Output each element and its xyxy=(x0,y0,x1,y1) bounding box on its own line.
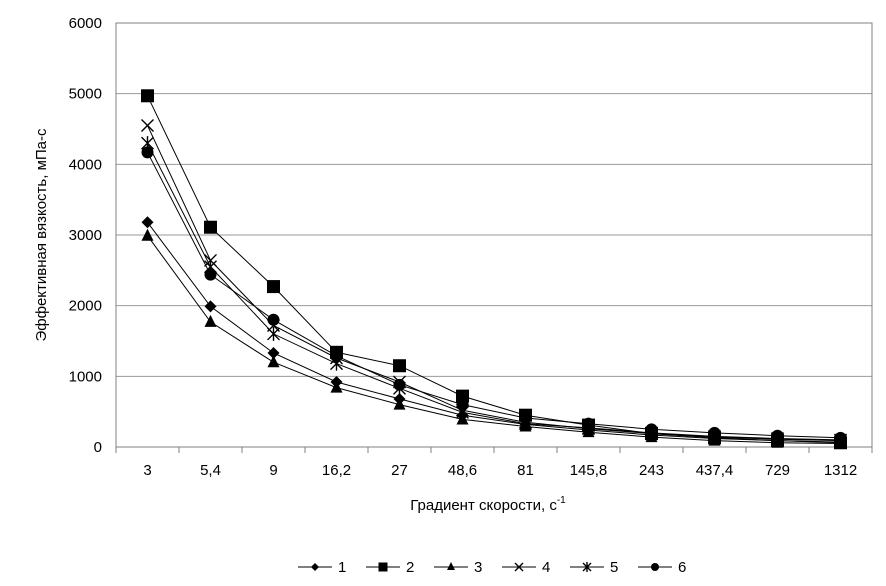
data-point-s2-1 xyxy=(204,220,217,234)
gridlines xyxy=(115,22,873,453)
legend-marker-square xyxy=(378,562,388,572)
series-line-4 xyxy=(147,125,841,442)
series-6 xyxy=(141,146,847,444)
x-tick-label: 27 xyxy=(391,462,408,479)
x-tick-label: 145,8 xyxy=(570,462,608,479)
legend-label: 4 xyxy=(542,559,550,576)
data-point-s1-0 xyxy=(141,216,154,229)
legend-label: 5 xyxy=(610,559,618,576)
data-point-s1-2 xyxy=(267,347,280,360)
legend-item-1: 1 xyxy=(298,559,346,576)
data-point-s3-3 xyxy=(330,380,343,393)
x-tick-label: 243 xyxy=(639,462,664,479)
legend-item-3: 3 xyxy=(434,559,482,576)
x-tick-label: 437,4 xyxy=(696,462,734,479)
data-point-s6-9 xyxy=(708,426,721,439)
series-line-2 xyxy=(147,95,841,444)
legend-label: 1 xyxy=(338,559,346,576)
data-point-s4-0 xyxy=(141,118,154,132)
data-point-s6-10 xyxy=(771,429,784,442)
x-tick-label: 729 xyxy=(765,462,790,479)
data-point-s6-4 xyxy=(393,378,406,391)
legend-item-6: 6 xyxy=(638,559,686,576)
series-line-6 xyxy=(147,152,841,439)
y-tick-label: 3000 xyxy=(69,227,102,244)
x-tick-label: 5,4 xyxy=(200,462,221,479)
data-point-s6-7 xyxy=(582,417,595,430)
legend-marker-x xyxy=(514,562,524,572)
plot-area-frame xyxy=(115,22,873,448)
data-point-s2-5 xyxy=(456,389,469,403)
y-tick-labels: 0 1000 2000 3000 4000 5000 6000 xyxy=(69,15,102,456)
data-point-s6-8 xyxy=(645,423,658,436)
data-point-s3-2 xyxy=(267,355,280,368)
legend-label: 6 xyxy=(678,559,686,576)
x-tick-label: 16,2 xyxy=(322,462,351,479)
y-tick-label: 6000 xyxy=(69,15,102,32)
data-point-s6-3 xyxy=(330,349,343,362)
data-point-s2-2 xyxy=(267,280,280,294)
data-point-s3-1 xyxy=(204,314,217,327)
x-tick-label: 48,6 xyxy=(448,462,477,479)
legend-item-2: 2 xyxy=(366,559,414,576)
legend-item-4: 4 xyxy=(502,559,550,576)
data-point-s5-2 xyxy=(267,326,280,341)
y-tick-label: 4000 xyxy=(69,156,102,173)
series-line-1 xyxy=(147,222,841,443)
series-line-3 xyxy=(147,235,841,444)
x-tick-label: 1312 xyxy=(824,462,857,479)
data-point-s1-1 xyxy=(204,300,217,313)
series-group xyxy=(141,89,847,450)
x-tick-label: 9 xyxy=(269,462,277,479)
data-point-s3-4 xyxy=(393,397,406,410)
data-point-s6-2 xyxy=(267,313,280,326)
data-point-s6-6 xyxy=(519,412,532,425)
data-point-s6-11 xyxy=(834,431,847,444)
y-tick-label: 2000 xyxy=(69,298,102,315)
series-5 xyxy=(141,136,847,447)
x-tick-label: 81 xyxy=(517,462,534,479)
series-line-5 xyxy=(147,142,841,441)
y-tick-label: 1000 xyxy=(69,368,102,385)
data-point-s6-5 xyxy=(456,398,469,411)
data-point-s2-4 xyxy=(393,359,406,373)
legend: 1 2 3 4 5 6 xyxy=(298,559,686,576)
data-point-s6-1 xyxy=(204,268,217,281)
legend-marker-triangle xyxy=(447,562,455,570)
data-point-s2-0 xyxy=(141,89,154,103)
series-4 xyxy=(141,118,847,448)
legend-item-5: 5 xyxy=(570,559,618,576)
series-1 xyxy=(141,216,847,449)
series-2 xyxy=(141,89,847,450)
y-axis-title: Эффективная вязкость, мПа-с xyxy=(33,128,50,341)
x-axis-title-superscript: -1 xyxy=(557,495,566,506)
data-point-s6-0 xyxy=(141,146,154,159)
x-tick-label: 3 xyxy=(143,462,151,479)
legend-label: 2 xyxy=(406,559,414,576)
x-axis-title: Градиент скорости, с-1 xyxy=(410,495,566,514)
y-tick-label: 5000 xyxy=(69,86,102,103)
y-tick-label: 0 xyxy=(94,439,102,456)
legend-label: 3 xyxy=(474,559,482,576)
legend-marker-circle xyxy=(651,563,659,571)
x-axis-title-main: Градиент скорости, с xyxy=(410,497,557,514)
legend-marker-star xyxy=(582,562,592,572)
legend-marker-diamond xyxy=(311,563,319,571)
data-point-s3-0 xyxy=(141,228,154,241)
x-tick-labels: 3 5,4 9 16,2 27 48,6 81 145,8 243 437,4 729 1312 xyxy=(143,462,857,479)
